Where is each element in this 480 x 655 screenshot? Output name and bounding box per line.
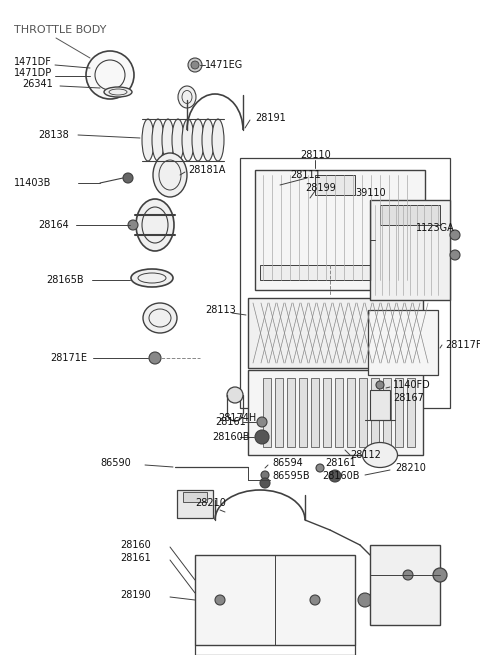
Circle shape (310, 595, 320, 605)
Circle shape (128, 220, 138, 230)
Ellipse shape (202, 119, 214, 161)
Text: 86595B: 86595B (272, 471, 310, 481)
Ellipse shape (136, 199, 174, 251)
Text: 28210: 28210 (195, 498, 226, 508)
Text: 1140FD: 1140FD (393, 380, 431, 390)
Text: 28117F: 28117F (445, 340, 480, 350)
Text: 28167: 28167 (393, 393, 424, 403)
Circle shape (188, 58, 202, 72)
Text: 28174H: 28174H (218, 413, 256, 423)
Circle shape (191, 61, 199, 69)
Text: 28210: 28210 (395, 463, 426, 473)
Bar (335, 378, 343, 447)
Bar (248, 370, 423, 455)
Text: 1471EG: 1471EG (205, 60, 243, 70)
Bar (359, 378, 367, 447)
Text: 86594: 86594 (272, 458, 303, 468)
Text: 28160B: 28160B (322, 471, 360, 481)
Bar (380, 205, 440, 225)
Bar (407, 378, 415, 447)
Text: 28164: 28164 (38, 220, 69, 230)
Bar (287, 378, 295, 447)
Text: 28110: 28110 (300, 150, 331, 160)
Text: 28113: 28113 (205, 305, 236, 315)
Circle shape (450, 250, 460, 260)
Bar (371, 378, 379, 447)
Bar (177, 490, 213, 518)
Ellipse shape (152, 119, 164, 161)
Text: 28161: 28161 (215, 417, 246, 427)
Circle shape (403, 570, 413, 580)
Ellipse shape (192, 119, 204, 161)
Text: 11403B: 11403B (14, 178, 51, 188)
Text: 28138: 28138 (38, 130, 69, 140)
Bar (323, 378, 331, 447)
Text: 26341: 26341 (22, 79, 53, 89)
Circle shape (358, 593, 372, 607)
Ellipse shape (162, 119, 174, 161)
Bar (311, 378, 319, 447)
Text: 1471DF: 1471DF (14, 57, 52, 67)
Bar (260, 265, 420, 280)
Ellipse shape (172, 119, 184, 161)
Ellipse shape (143, 303, 177, 333)
Circle shape (257, 417, 267, 427)
Bar (370, 200, 450, 300)
Bar (347, 378, 355, 447)
Text: 28112: 28112 (350, 450, 381, 460)
Text: 28161: 28161 (120, 553, 151, 563)
Circle shape (260, 478, 270, 488)
Bar (263, 378, 271, 447)
Bar (255, 170, 425, 290)
Circle shape (86, 51, 134, 99)
Circle shape (329, 470, 341, 482)
Circle shape (255, 430, 269, 444)
Text: 28191: 28191 (255, 113, 286, 123)
Text: 28160B: 28160B (212, 432, 250, 442)
Ellipse shape (153, 153, 187, 197)
Circle shape (149, 352, 161, 364)
Ellipse shape (212, 119, 224, 161)
Text: 28161: 28161 (325, 458, 356, 468)
Bar (395, 378, 403, 447)
Circle shape (123, 173, 133, 183)
Text: 1471DP: 1471DP (14, 68, 52, 78)
Text: 28111: 28111 (290, 170, 321, 180)
Circle shape (227, 387, 243, 403)
Bar (248, 298, 423, 368)
Text: 86590: 86590 (100, 458, 131, 468)
Text: 28181A: 28181A (188, 165, 226, 175)
Ellipse shape (362, 443, 397, 468)
Text: 28165B: 28165B (46, 275, 84, 285)
Text: 28190: 28190 (120, 590, 151, 600)
Text: 1123GA: 1123GA (416, 223, 455, 233)
Text: 39110: 39110 (355, 188, 385, 198)
Bar (368, 310, 438, 375)
Ellipse shape (182, 119, 194, 161)
Ellipse shape (131, 269, 173, 287)
Circle shape (450, 230, 460, 240)
Bar (370, 545, 440, 625)
Bar (370, 390, 390, 420)
Bar (183, 492, 207, 502)
Ellipse shape (104, 87, 132, 97)
Bar (315, 175, 355, 195)
Circle shape (316, 464, 324, 472)
Circle shape (261, 471, 269, 479)
Circle shape (215, 595, 225, 605)
Text: 28171E: 28171E (50, 353, 87, 363)
Ellipse shape (178, 86, 196, 108)
Bar (383, 378, 391, 447)
Bar (299, 378, 307, 447)
Bar (195, 555, 355, 645)
Bar (275, 378, 283, 447)
Text: 28160: 28160 (120, 540, 151, 550)
Circle shape (433, 568, 447, 582)
Ellipse shape (142, 119, 154, 161)
Text: THROTTLE BODY: THROTTLE BODY (14, 25, 107, 35)
Bar (240, 158, 450, 408)
Circle shape (376, 381, 384, 389)
Text: 28199: 28199 (305, 183, 336, 193)
